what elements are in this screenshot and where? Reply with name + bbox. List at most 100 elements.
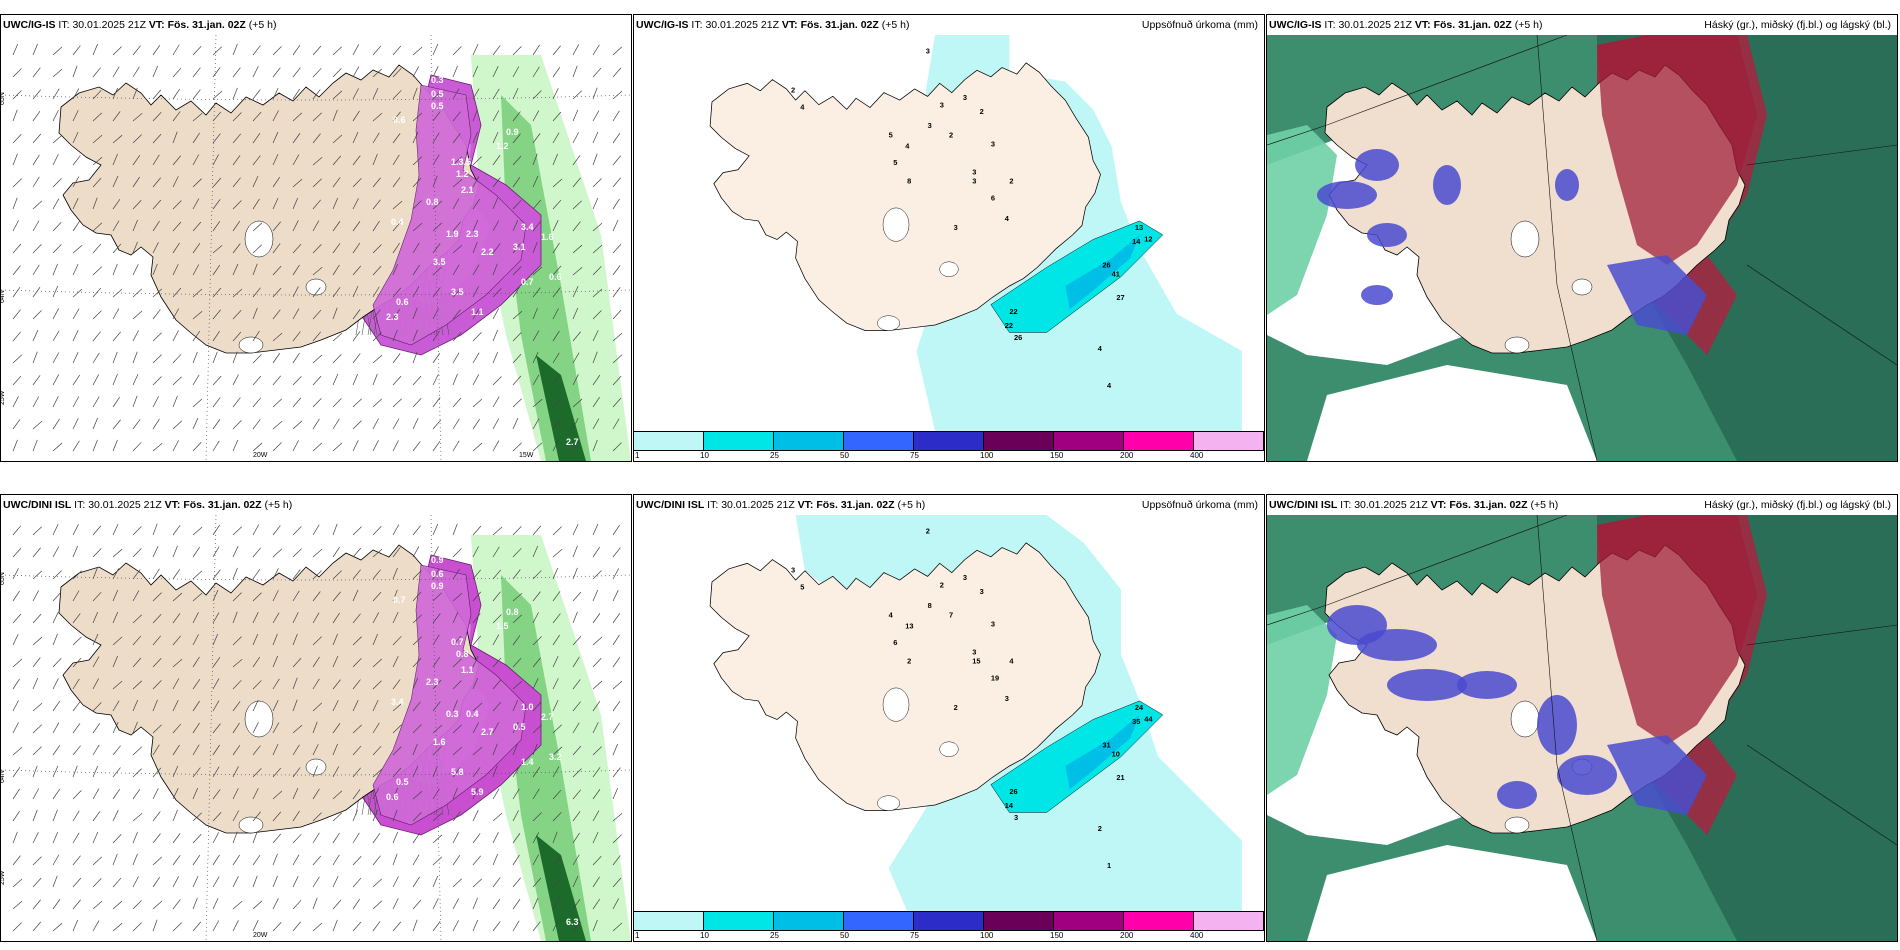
- wind-barb: [492, 921, 501, 932]
- wind-barb: [512, 920, 520, 932]
- wind-barb: [252, 111, 262, 122]
- wind-barb: [372, 633, 378, 646]
- wind-barb: [532, 854, 539, 866]
- wind-barb: [372, 440, 379, 452]
- precip-amount-value: 3: [980, 587, 984, 596]
- wind-barb: [152, 442, 163, 452]
- wind-barb: [352, 353, 361, 364]
- wind-barb: [572, 789, 581, 800]
- wind-barb: [52, 809, 58, 822]
- wind-barb: [392, 308, 401, 320]
- wind-barb: [112, 853, 118, 866]
- wind-barb: [252, 722, 259, 734]
- wind-barb: [572, 567, 578, 580]
- wind-barb: [452, 699, 458, 712]
- wind-barb: [152, 242, 159, 254]
- wind-barb: [312, 45, 322, 56]
- wind-barb: [12, 439, 18, 452]
- wind-barb: [132, 853, 138, 866]
- wind-barb: [552, 398, 562, 408]
- wind-barb: [432, 834, 443, 844]
- wind-barb: [72, 263, 79, 276]
- legend-swatch: [914, 912, 984, 930]
- low-cloud-patch: [1387, 669, 1467, 701]
- wind-barb: [192, 330, 201, 342]
- legend-swatch: [1194, 432, 1264, 450]
- wind-barb: [492, 788, 500, 800]
- wind-barb: [72, 440, 80, 452]
- wind-barb: [152, 396, 159, 408]
- wind-barb: [572, 811, 581, 822]
- precip-amount-value: 2: [1098, 824, 1102, 833]
- wind-barb: [72, 418, 79, 430]
- wind-barb: [52, 178, 62, 188]
- wind-barb: [392, 154, 400, 166]
- wind-barb: [232, 309, 242, 320]
- wind-barb: [112, 922, 123, 932]
- wind-barb: [392, 242, 400, 254]
- precip-value: 1.2: [496, 141, 509, 151]
- wind-barb: [472, 635, 482, 646]
- boundary-line: [1267, 35, 1568, 146]
- wind-barb: [552, 242, 560, 254]
- wind-barb: [452, 746, 463, 756]
- wind-barb: [612, 722, 620, 734]
- wind-barb: [272, 767, 282, 778]
- wind-barb: [332, 68, 342, 78]
- wind-barb: [132, 351, 138, 364]
- wind-barb: [412, 264, 420, 276]
- wind-barb: [472, 897, 478, 910]
- wind-barb: [512, 899, 521, 910]
- wind-barb: [172, 308, 180, 320]
- wind-barb: [412, 525, 421, 536]
- wind-barb: [12, 746, 23, 756]
- wind-barb: [192, 67, 201, 78]
- wind-barb: [112, 263, 118, 276]
- wind-barb: [172, 242, 180, 254]
- precip-amount-value: 3: [972, 647, 976, 656]
- wind-barb: [572, 307, 579, 320]
- wind-barb: [472, 65, 479, 78]
- wind-barb: [552, 746, 563, 756]
- wind-barb: [532, 591, 541, 602]
- precip-value: 0.9: [506, 127, 519, 137]
- wind-barb: [572, 591, 582, 602]
- legend-swatch: [704, 912, 774, 930]
- wind-barb: [192, 310, 203, 320]
- wind-barb: [192, 351, 198, 364]
- wind-barb: [252, 875, 258, 888]
- wind-barb: [52, 263, 58, 276]
- wind-barb: [12, 658, 23, 668]
- wind-barb: [212, 832, 220, 844]
- wind-barb: [512, 614, 523, 624]
- precip-amount-value: 8: [928, 601, 932, 610]
- wind-barb: [592, 439, 598, 452]
- wind-barb: [52, 222, 62, 232]
- wind-barb: [472, 286, 479, 298]
- wind-barb: [292, 308, 300, 320]
- wind-barb: [272, 442, 282, 452]
- wind-barb: [592, 546, 601, 558]
- glacier-myrdalsjokull: [238, 816, 264, 834]
- glacier-hofsjokull: [939, 741, 959, 757]
- wind-barb: [232, 766, 239, 778]
- wind-barb: [512, 88, 519, 100]
- wind-barb: [32, 921, 42, 932]
- wind-barb: [412, 177, 422, 188]
- glacier-myrdalsjokull: [1504, 816, 1530, 834]
- wind-barb: [372, 45, 382, 56]
- wind-barb: [572, 899, 581, 910]
- wind-barb: [152, 900, 163, 910]
- wind-barb: [292, 590, 300, 602]
- wind-barb: [192, 288, 203, 298]
- wind-barb: [612, 375, 622, 386]
- wind-barb: [472, 569, 482, 580]
- wind-barb: [172, 658, 183, 668]
- wind-barb: [272, 875, 278, 888]
- precip-value: 3.4: [521, 222, 534, 232]
- wind-barb: [352, 809, 358, 822]
- wind-barb: [392, 547, 401, 558]
- wind-barb: [32, 287, 41, 298]
- precip-amount-value: 3: [791, 566, 795, 575]
- legend-tick-label: 10: [700, 451, 709, 460]
